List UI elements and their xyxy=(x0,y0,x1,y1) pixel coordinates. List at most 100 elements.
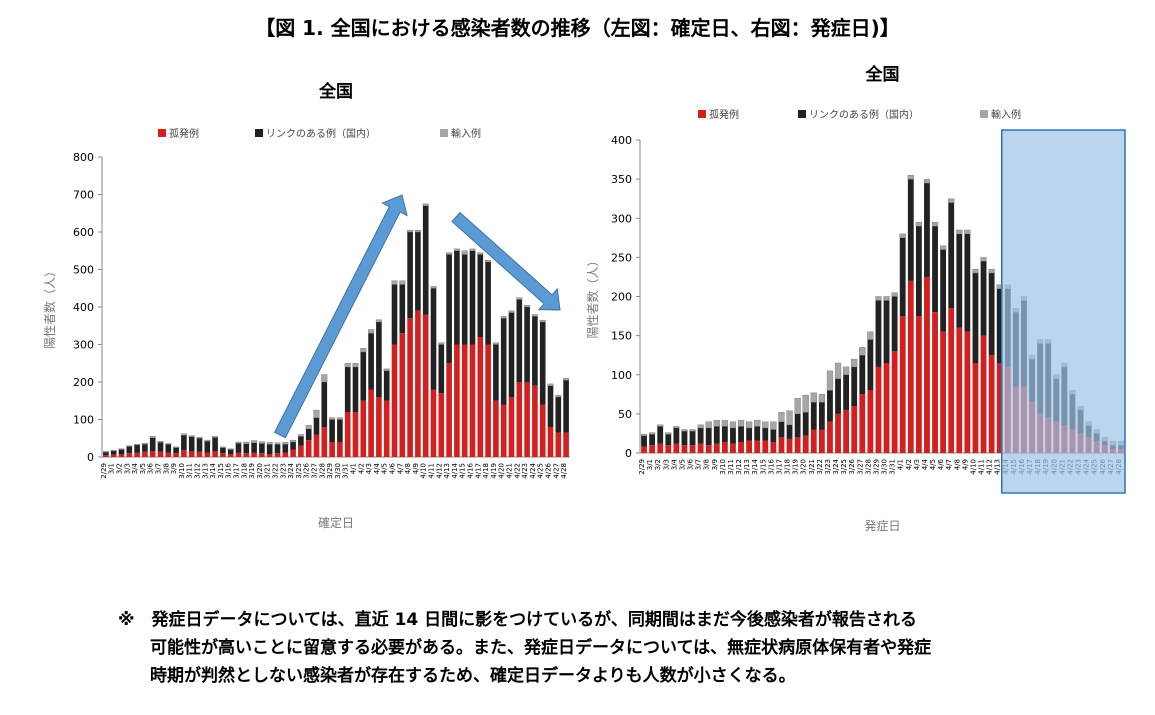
legend-label: リンクのある例（国内） xyxy=(266,127,376,140)
bar-segment xyxy=(376,397,382,457)
bar-segment xyxy=(500,404,507,457)
x-tick-label: 3/24 xyxy=(287,462,295,478)
bar-segment xyxy=(376,322,382,397)
y-tick-label: 200 xyxy=(611,291,632,304)
bar-segment xyxy=(547,385,554,427)
bar-segment xyxy=(972,268,979,274)
bar-segment xyxy=(321,427,328,457)
bar-segment xyxy=(883,300,890,364)
bar-segment xyxy=(298,436,304,446)
bar-segment xyxy=(173,447,179,454)
bar-segment xyxy=(485,262,491,345)
x-tick-label: 4/28 xyxy=(560,463,568,479)
x-tick-label: 4/6 xyxy=(937,458,945,470)
x-tick-label: 3/31 xyxy=(889,459,897,475)
legend-swatch xyxy=(698,110,706,118)
bar-segment xyxy=(867,390,874,453)
bar-segment xyxy=(485,259,492,263)
x-tick-label: 4/8 xyxy=(404,463,412,474)
legend-swatch xyxy=(980,110,988,118)
x-tick-label: 3/2 xyxy=(116,463,124,474)
onset-date-chart: 全国 孤発例 リンクのある例（国内） 輸入例 0 50 100 150 200 250 300 350… xyxy=(585,50,1140,545)
x-tick-label: 3/22 xyxy=(272,463,280,479)
bar-segment xyxy=(477,254,484,337)
bar-segment xyxy=(940,331,947,453)
bar-segment xyxy=(407,318,413,457)
x-tick-label: 4/14 xyxy=(451,462,459,478)
x-tick-label: 4/19 xyxy=(490,463,498,479)
bar-segment xyxy=(126,446,133,454)
bar-segment xyxy=(516,299,523,382)
bar-segment xyxy=(446,252,453,255)
legend-swatch xyxy=(798,110,806,118)
x-tick-label: 4/3 xyxy=(365,463,373,474)
bar-segment xyxy=(915,316,922,453)
bar-segment xyxy=(956,327,963,453)
x-tick-label: 3/16 xyxy=(225,462,233,478)
x-tick-label: 4/12 xyxy=(435,463,443,479)
x-tick-label: 4/5 xyxy=(381,463,389,474)
bar-segment xyxy=(826,370,834,391)
bar-segment xyxy=(907,175,914,180)
bar-segment xyxy=(485,344,491,457)
bar-segment xyxy=(391,280,398,285)
x-tick-label: 4/20 xyxy=(498,463,506,479)
bar-segment xyxy=(258,441,265,444)
footnote-line-1: ※ 発症日データについては、直近 14 日間に影をつけているが、同期間はまだ今後… xyxy=(118,610,917,630)
x-tick-label: 3/21 xyxy=(808,459,816,475)
bar-segment xyxy=(794,413,801,438)
bar-segment xyxy=(188,451,195,457)
bar-segment xyxy=(118,454,125,457)
bar-segment xyxy=(875,296,882,301)
bar-segment xyxy=(899,233,906,239)
x-tick-label: 4/10 xyxy=(420,463,428,479)
bar-segment xyxy=(196,438,203,452)
bar-segment xyxy=(407,229,414,233)
bar-segment xyxy=(818,429,825,453)
bar-segment xyxy=(407,232,413,319)
x-tick-label: 3/13 xyxy=(743,459,751,475)
bar-segment xyxy=(899,237,906,317)
x-tick-label: 4/9 xyxy=(412,463,420,474)
bar-segment xyxy=(555,432,562,457)
bar-segment xyxy=(337,419,343,442)
bar-segment xyxy=(697,427,704,444)
x-tick-label: 3/10 xyxy=(178,463,186,479)
bar-segment xyxy=(227,454,234,457)
bar-segment xyxy=(360,352,367,401)
bar-segment xyxy=(640,434,648,436)
bar-segment xyxy=(274,442,281,445)
x-tick-label: 3/30 xyxy=(334,463,342,479)
bar-segment xyxy=(196,451,203,457)
bar-segment xyxy=(980,335,987,453)
x-tick-label: 4/25 xyxy=(537,463,545,479)
x-tick-label: 2/29 xyxy=(638,459,646,475)
bar-segment xyxy=(657,426,664,444)
bar-segment xyxy=(212,436,219,438)
y-tick-label: 0 xyxy=(87,451,94,464)
bar-segment xyxy=(738,426,744,443)
x-tick-label: 3/12 xyxy=(194,463,202,479)
bar-segment xyxy=(165,444,172,453)
bar-segment xyxy=(227,449,234,454)
bar-segment xyxy=(859,394,866,453)
bar-segment xyxy=(212,451,218,457)
bar-segment xyxy=(835,413,841,453)
x-tick-label: 4/22 xyxy=(513,463,521,479)
bar-segment xyxy=(352,367,359,412)
bar-segment xyxy=(282,442,289,445)
bar-segment xyxy=(786,438,793,453)
bar-segment xyxy=(305,428,312,441)
bar-segment xyxy=(891,351,898,453)
x-tick-label: 4/18 xyxy=(482,463,490,479)
x-tick-label: 3/24 xyxy=(832,458,840,474)
x-tick-label: 3/18 xyxy=(240,463,248,479)
bar-segment xyxy=(972,273,979,364)
bar-segment xyxy=(157,442,164,452)
bar-segment xyxy=(469,250,476,345)
bar-segment xyxy=(555,394,562,398)
bar-segment xyxy=(313,417,320,435)
bar-segment xyxy=(778,421,785,438)
y-tick-label: 800 xyxy=(73,151,94,164)
x-tick-label: 4/5 xyxy=(929,459,937,470)
